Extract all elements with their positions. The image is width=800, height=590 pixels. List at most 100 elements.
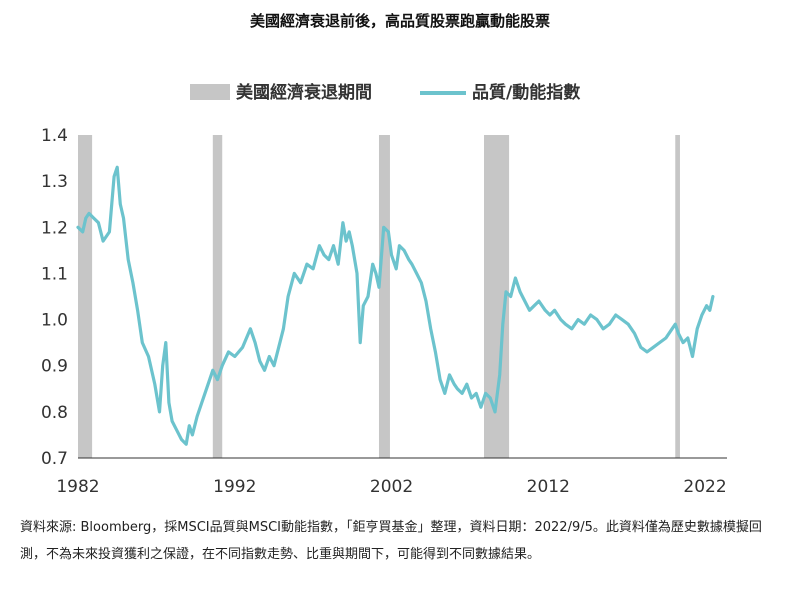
series-point bbox=[387, 230, 390, 234]
series-point bbox=[608, 323, 611, 326]
series-point bbox=[595, 318, 599, 321]
series-point bbox=[564, 323, 567, 326]
series-point bbox=[533, 304, 536, 307]
series-point bbox=[185, 443, 188, 446]
series-point bbox=[453, 383, 456, 386]
series-point bbox=[351, 244, 354, 247]
series-point bbox=[570, 327, 573, 330]
series-point bbox=[332, 244, 335, 247]
series-point bbox=[681, 341, 685, 344]
series-point bbox=[122, 216, 125, 220]
series-point bbox=[170, 419, 174, 423]
series-point bbox=[448, 373, 451, 377]
series-point bbox=[191, 433, 194, 437]
legend: 美國經濟衰退期間 品質/動能指數 bbox=[190, 82, 580, 103]
series-point bbox=[136, 309, 139, 312]
series-point bbox=[537, 299, 541, 303]
series-point bbox=[434, 350, 437, 354]
series-point bbox=[614, 313, 617, 317]
series-point bbox=[382, 226, 385, 229]
series-point bbox=[705, 304, 708, 307]
series-point bbox=[97, 221, 100, 224]
series-point bbox=[366, 295, 370, 298]
series-point bbox=[175, 429, 178, 432]
series-point bbox=[233, 355, 236, 358]
series-point bbox=[119, 203, 122, 206]
series-point bbox=[101, 239, 105, 243]
recession-band bbox=[212, 135, 223, 458]
series-point bbox=[470, 396, 473, 400]
series-point bbox=[158, 410, 161, 414]
series-point bbox=[438, 378, 442, 381]
series-point bbox=[164, 341, 167, 344]
source-note: 資料來源: Bloomberg，採MSCI品質與MSCI動能指數，「鉅亨買基金」… bbox=[20, 520, 762, 562]
series-point bbox=[465, 383, 468, 386]
series-line bbox=[76, 165, 715, 446]
series-point bbox=[127, 258, 130, 261]
series-point bbox=[523, 299, 526, 303]
series-point bbox=[395, 267, 398, 270]
series-point bbox=[518, 290, 522, 294]
x-tick-label: 2002 bbox=[370, 477, 413, 497]
series-point bbox=[484, 392, 487, 395]
legend-series-label: 品質/動能指數 bbox=[472, 82, 580, 103]
series-point bbox=[528, 309, 531, 312]
series-point bbox=[341, 221, 345, 224]
series-point bbox=[263, 369, 266, 372]
series-point bbox=[355, 272, 359, 275]
series-point bbox=[670, 327, 674, 330]
series-point bbox=[583, 323, 586, 326]
recession-band bbox=[78, 135, 93, 458]
series-point bbox=[509, 295, 512, 298]
y-tick-label: 1.4 bbox=[41, 126, 68, 146]
series-point bbox=[216, 378, 219, 381]
series-point bbox=[711, 295, 715, 298]
series-point bbox=[188, 424, 191, 427]
series-point bbox=[696, 327, 699, 330]
series-layer bbox=[76, 165, 715, 446]
series-point bbox=[76, 226, 80, 229]
series-point bbox=[602, 327, 605, 330]
series-point bbox=[167, 401, 171, 404]
y-tick-label: 1.2 bbox=[41, 218, 68, 238]
series-point bbox=[147, 355, 150, 358]
series-point bbox=[559, 318, 562, 321]
series-point bbox=[195, 415, 199, 418]
series-point bbox=[180, 438, 183, 441]
series-point bbox=[407, 258, 410, 261]
series-point bbox=[348, 230, 351, 234]
series-point bbox=[377, 286, 381, 289]
series-point bbox=[544, 309, 547, 312]
y-tick-label: 1.1 bbox=[41, 264, 68, 284]
series-point bbox=[700, 313, 704, 317]
series-point bbox=[686, 336, 689, 340]
series-point bbox=[87, 212, 91, 215]
series-point bbox=[475, 392, 478, 395]
series-point bbox=[677, 332, 680, 335]
x-tick-label: 1992 bbox=[213, 477, 256, 497]
series-point bbox=[211, 369, 214, 372]
x-tick-labels: 1982 1992 2002 2012 2022 bbox=[56, 477, 726, 497]
x-tick-label: 2022 bbox=[683, 477, 726, 497]
series-point bbox=[249, 327, 252, 330]
series-point bbox=[489, 396, 492, 400]
series-point bbox=[286, 295, 290, 298]
chart-title: 美國經濟衰退前後，高品質股票跑贏動能股票 bbox=[249, 12, 550, 30]
series-point bbox=[493, 410, 497, 414]
y-tick-label: 0.8 bbox=[41, 403, 68, 423]
series-point bbox=[359, 341, 362, 344]
series-point bbox=[639, 346, 642, 349]
series-point bbox=[443, 392, 446, 395]
series-point bbox=[337, 263, 340, 266]
legend-recession-label: 美國經濟衰退期間 bbox=[236, 82, 372, 103]
series-point bbox=[131, 281, 135, 284]
series-point bbox=[327, 258, 330, 261]
series-point bbox=[402, 249, 406, 252]
y-tick-label: 0.7 bbox=[41, 449, 68, 469]
series-point bbox=[221, 364, 224, 367]
series-point bbox=[708, 309, 711, 312]
series-point bbox=[141, 341, 144, 344]
series-point bbox=[633, 332, 636, 335]
series-point bbox=[161, 364, 164, 367]
series-point bbox=[371, 263, 374, 266]
